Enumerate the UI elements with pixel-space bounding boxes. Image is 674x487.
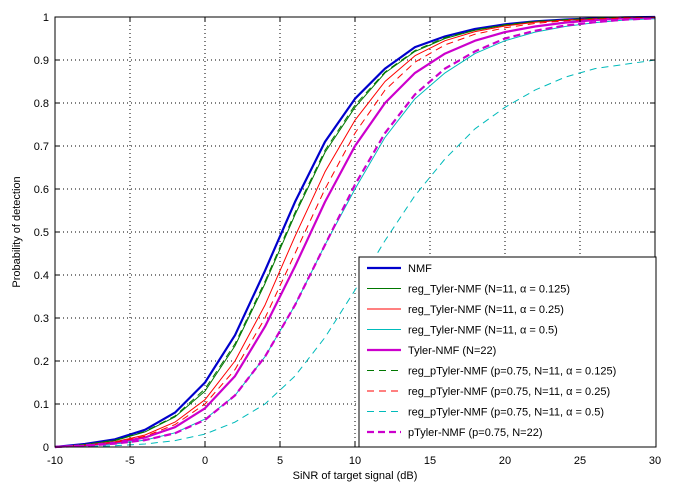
legend-label: NMF xyxy=(408,263,432,275)
legend-label: reg_Tyler-NMF (N=11, α = 0.25) xyxy=(408,304,564,316)
y-tick-label: 0.1 xyxy=(34,399,49,411)
series-line-9 xyxy=(54,17,656,449)
x-tick-label: -5 xyxy=(125,455,135,467)
series-line-5 xyxy=(54,16,656,449)
legend-label: pTyler-NMF (p=0.75, N=22) xyxy=(408,427,543,439)
legend: NMF reg_Tyler-NMF (N=11, α = 0.125) reg_Ty… xyxy=(358,256,657,448)
x-tick-label: 15 xyxy=(424,455,436,467)
legend-box xyxy=(358,256,657,448)
series-line-7 xyxy=(54,16,656,448)
y-tick-label: 0.2 xyxy=(34,356,49,368)
legend-label: reg_pTyler-NMF (p=0.75, N=11, α = 0.5) xyxy=(408,407,604,419)
x-axis-label: SiNR of target signal (dB) xyxy=(293,470,418,482)
legend-label: reg_Tyler-NMF (N=11, α = 0.125) xyxy=(408,284,570,296)
y-tick-label: 0.8 xyxy=(34,98,49,110)
x-tick-label: 10 xyxy=(349,455,361,467)
legend-label: Tyler-NMF (N=22) xyxy=(408,345,496,357)
y-tick-label: 0.5 xyxy=(34,227,49,239)
y-tick-labels: 0 0.1 0.2 0.3 0.4 0.5 0.6 0.7 0.8 0.9 1 xyxy=(34,12,49,454)
x-tick-label: -10 xyxy=(47,455,63,467)
y-tick-label: 0.6 xyxy=(34,184,49,196)
y-tick-label: 0.9 xyxy=(34,55,49,67)
y-tick-label: 0 xyxy=(43,442,49,454)
y-tick-label: 0.4 xyxy=(34,270,49,282)
series-line-3 xyxy=(54,16,656,448)
x-tick-label: 25 xyxy=(574,455,586,467)
legend-label: reg_Tyler-NMF (N=11, α = 0.5) xyxy=(408,325,558,337)
y-tick-label: 0.7 xyxy=(34,141,49,153)
y-tick-label: 0.3 xyxy=(34,313,49,325)
x-tick-label: 20 xyxy=(499,455,511,467)
x-tick-label: 5 xyxy=(277,455,283,467)
y-tick-label: 1 xyxy=(43,12,49,24)
series-layer xyxy=(54,15,656,449)
x-tick-labels: -10 -5 0 5 10 15 20 25 30 xyxy=(47,455,661,467)
x-tick-label: 30 xyxy=(649,455,661,467)
y-axis-label: Probability of detection xyxy=(11,176,23,287)
legend-label: reg_pTyler-NMF (p=0.75, N=11, α = 0.125) xyxy=(408,366,616,378)
series-line-8 xyxy=(54,59,656,448)
series-line-6 xyxy=(54,16,656,448)
legend-label: reg_pTyler-NMF (p=0.75, N=11, α = 0.25) xyxy=(408,386,610,398)
x-tick-label: 0 xyxy=(202,455,208,467)
